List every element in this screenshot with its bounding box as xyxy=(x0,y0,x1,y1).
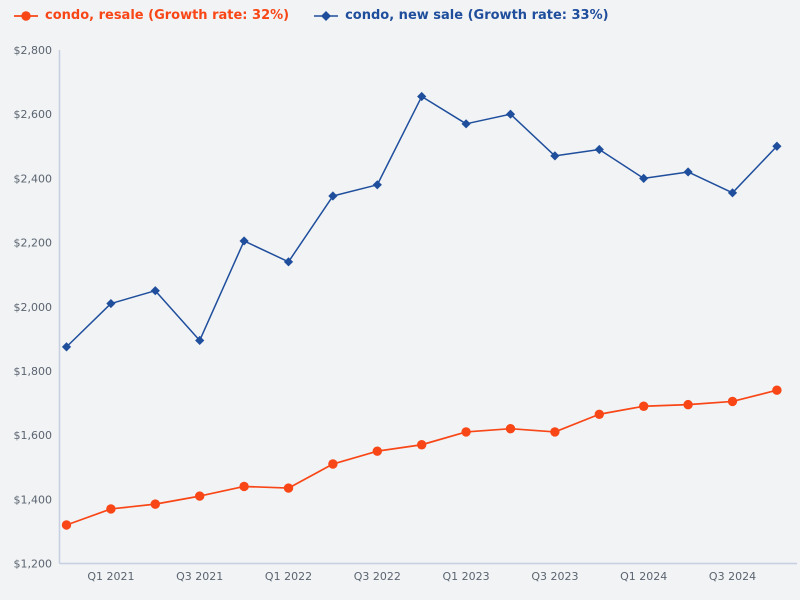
data-point-resale[interactable] xyxy=(283,483,294,493)
y-tick-label: $1,800 xyxy=(14,365,53,378)
y-tick-label: $1,200 xyxy=(14,558,53,571)
data-point-resale[interactable] xyxy=(594,409,604,419)
legend-label-new-sale: condo, new sale (Growth rate: 33%) xyxy=(345,8,609,23)
data-point-new-sale[interactable] xyxy=(195,335,205,346)
data-point-new-sale[interactable] xyxy=(283,257,294,267)
data-point-resale[interactable] xyxy=(772,385,782,395)
data-point-new-sale[interactable] xyxy=(239,236,249,246)
x-tick-label: Q1 2023 xyxy=(443,570,490,583)
data-point-new-sale[interactable] xyxy=(772,141,782,151)
y-tick-label: $2,600 xyxy=(14,108,53,121)
x-tick-label: Q3 2023 xyxy=(531,570,578,583)
data-point-new-sale[interactable] xyxy=(150,286,160,296)
y-tick-label: $1,600 xyxy=(14,429,53,442)
legend-item-new-sale[interactable]: condo, new sale (Growth rate: 33%) xyxy=(313,8,609,23)
legend-item-resale[interactable]: condo, resale (Growth rate: 32%) xyxy=(13,8,289,23)
data-point-resale[interactable] xyxy=(417,440,427,450)
data-point-new-sale[interactable] xyxy=(505,109,516,119)
x-tick-label: Q1 2024 xyxy=(620,570,667,583)
data-point-new-sale[interactable] xyxy=(106,298,116,309)
data-point-resale[interactable] xyxy=(505,424,516,434)
data-point-new-sale[interactable] xyxy=(639,173,649,183)
data-point-resale[interactable] xyxy=(683,399,693,410)
data-point-resale[interactable] xyxy=(106,504,116,514)
y-tick-label: $1,400 xyxy=(14,493,53,506)
data-point-new-sale[interactable] xyxy=(372,180,382,190)
legend-label-resale: condo, resale (Growth rate: 32%) xyxy=(45,8,290,23)
data-point-resale[interactable] xyxy=(150,499,160,509)
data-point-new-sale[interactable] xyxy=(683,167,693,177)
y-tick-label: $2,200 xyxy=(14,237,53,250)
x-tick-label: Q1 2022 xyxy=(265,570,312,583)
x-tick-label: Q3 2021 xyxy=(176,570,223,583)
x-tick-label: Q3 2022 xyxy=(354,570,401,583)
x-tick-label: Q1 2021 xyxy=(87,570,134,583)
data-point-new-sale[interactable] xyxy=(594,144,604,155)
resale-line-circle-marker-icon xyxy=(14,10,38,21)
series-line-diamond xyxy=(65,95,778,348)
data-point-resale[interactable] xyxy=(239,481,249,492)
data-point-new-sale[interactable] xyxy=(417,91,427,102)
y-tick-label: $2,000 xyxy=(14,301,53,314)
data-point-new-sale[interactable] xyxy=(328,191,338,201)
data-point-resale[interactable] xyxy=(461,427,471,437)
y-tick-label: $2,400 xyxy=(14,172,53,185)
data-point-resale[interactable] xyxy=(328,459,338,469)
x-tick-label: Q3 2024 xyxy=(709,570,756,583)
data-point-new-sale[interactable] xyxy=(550,151,560,161)
y-tick-label: $2,800 xyxy=(14,44,53,57)
data-point-resale[interactable] xyxy=(639,401,649,411)
data-point-resale[interactable] xyxy=(61,520,72,530)
new-sale-line-diamond-marker-icon xyxy=(314,10,339,21)
series-line-circle xyxy=(65,389,778,526)
chart-legend: condo, resale (Growth rate: 32%) condo, … xyxy=(13,8,609,23)
data-point-resale[interactable] xyxy=(727,396,738,407)
data-point-resale[interactable] xyxy=(372,446,382,456)
data-point-new-sale[interactable] xyxy=(461,119,471,129)
data-point-new-sale[interactable] xyxy=(61,342,72,352)
data-point-resale[interactable] xyxy=(195,491,205,501)
data-point-new-sale[interactable] xyxy=(727,188,738,198)
data-point-resale[interactable] xyxy=(550,427,560,437)
